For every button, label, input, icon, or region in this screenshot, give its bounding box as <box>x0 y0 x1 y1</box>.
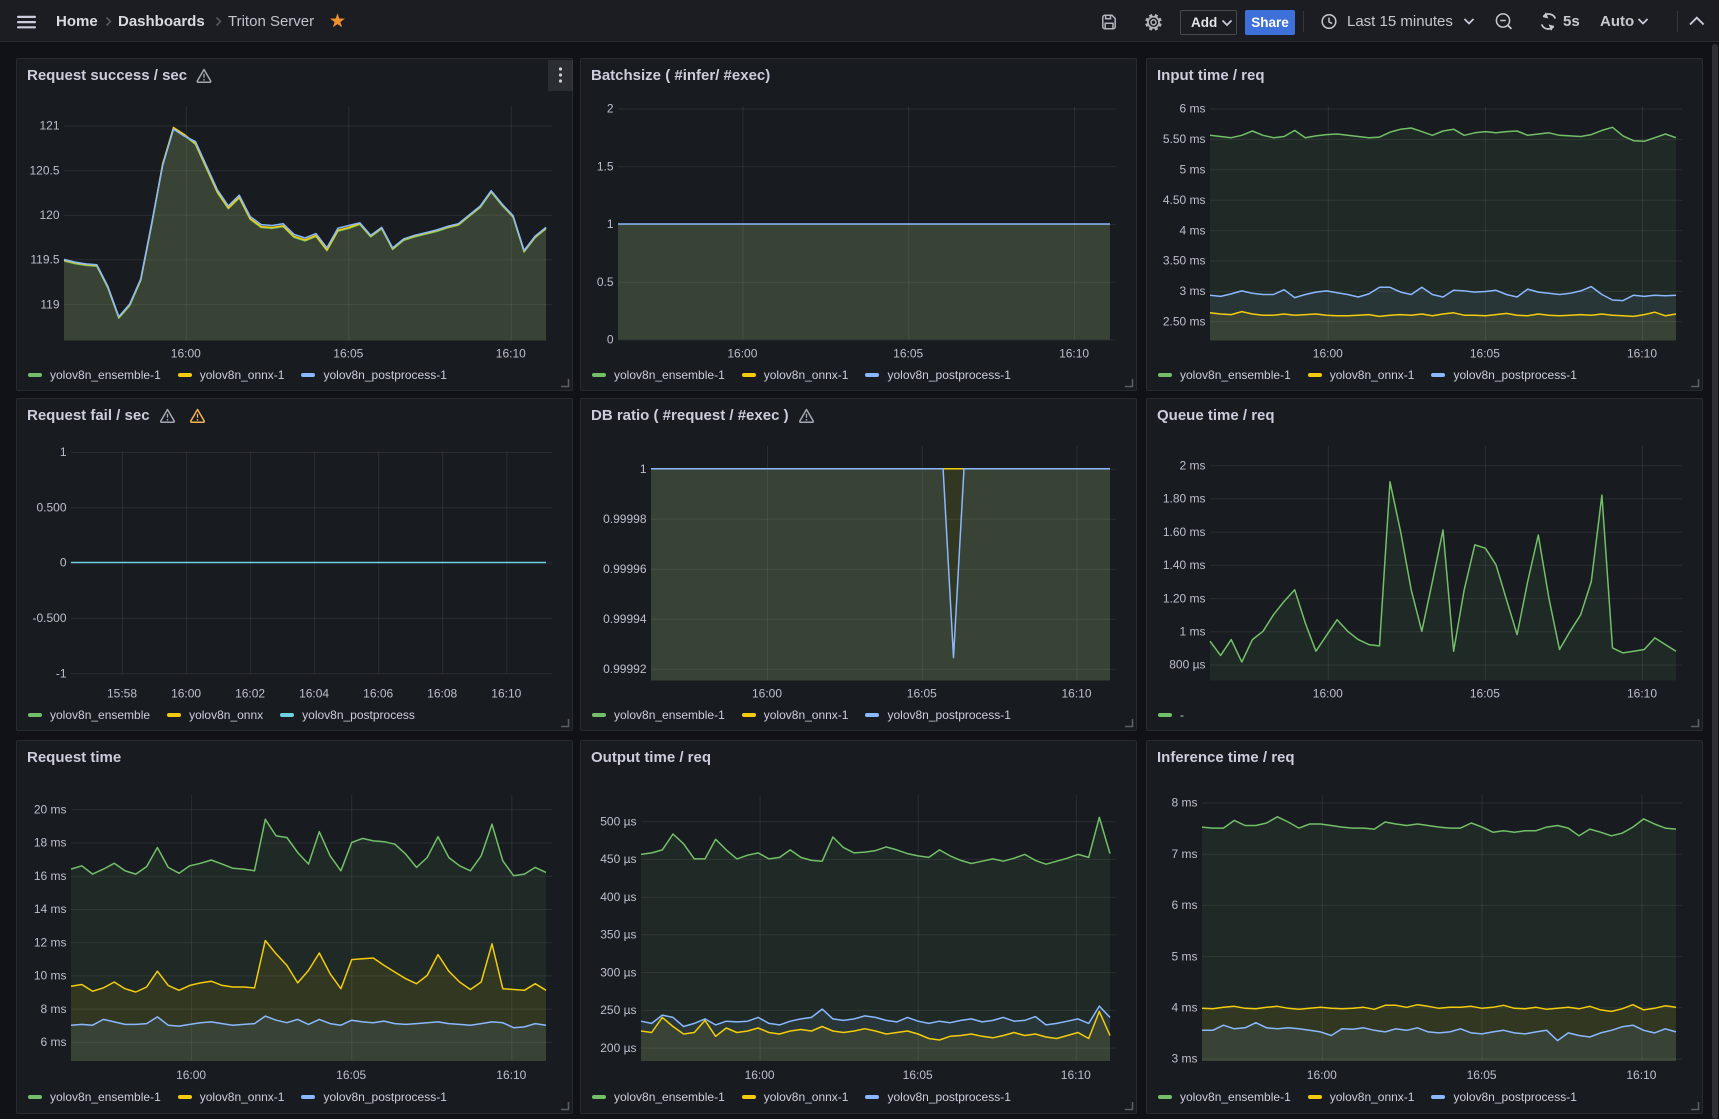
svg-text:16:02: 16:02 <box>235 687 265 701</box>
svg-text:16:10: 16:10 <box>491 687 521 701</box>
svg-text:16:05: 16:05 <box>1470 347 1500 361</box>
svg-text:16:10: 16:10 <box>496 1068 526 1082</box>
svg-text:0.99998: 0.99998 <box>603 512 647 526</box>
svg-text:500 µs: 500 µs <box>600 814 636 828</box>
svg-text:0: 0 <box>607 333 614 347</box>
svg-text:16:04: 16:04 <box>299 687 329 701</box>
svg-text:1: 1 <box>60 445 67 459</box>
svg-text:1.60 ms: 1.60 ms <box>1163 525 1206 539</box>
svg-text:1 ms: 1 ms <box>1179 625 1205 639</box>
svg-text:6 ms: 6 ms <box>1171 898 1197 912</box>
svg-text:14 ms: 14 ms <box>34 902 67 916</box>
svg-text:6 ms: 6 ms <box>40 1035 66 1049</box>
svg-text:1.40 ms: 1.40 ms <box>1163 558 1206 572</box>
svg-text:16:10: 16:10 <box>1061 687 1091 701</box>
svg-text:16:00: 16:00 <box>727 347 757 361</box>
svg-text:-0.500: -0.500 <box>32 611 66 625</box>
svg-text:16:00: 16:00 <box>176 1068 206 1082</box>
svg-text:3.50 ms: 3.50 ms <box>1163 254 1206 268</box>
svg-text:16:00: 16:00 <box>745 1068 775 1082</box>
svg-text:2: 2 <box>607 102 614 116</box>
svg-text:16:10: 16:10 <box>1627 347 1657 361</box>
svg-text:0: 0 <box>60 556 67 570</box>
svg-text:119.5: 119.5 <box>30 253 59 267</box>
svg-text:16:06: 16:06 <box>363 687 393 701</box>
svg-text:350 µs: 350 µs <box>600 928 636 942</box>
svg-text:16:05: 16:05 <box>1470 687 1500 701</box>
svg-text:5 ms: 5 ms <box>1179 163 1205 177</box>
svg-text:4.50 ms: 4.50 ms <box>1163 193 1206 207</box>
svg-text:16:00: 16:00 <box>171 347 201 361</box>
svg-text:16:05: 16:05 <box>1467 1068 1497 1082</box>
svg-text:16:10: 16:10 <box>1061 1068 1091 1082</box>
svg-text:119: 119 <box>40 297 59 311</box>
svg-text:16:00: 16:00 <box>171 687 201 701</box>
svg-text:12 ms: 12 ms <box>34 935 67 949</box>
svg-text:10 ms: 10 ms <box>34 969 67 983</box>
svg-text:200 µs: 200 µs <box>600 1041 636 1055</box>
svg-text:5.50 ms: 5.50 ms <box>1163 132 1206 146</box>
svg-text:1.5: 1.5 <box>597 160 614 174</box>
svg-text:250 µs: 250 µs <box>600 1003 636 1017</box>
svg-text:1: 1 <box>607 217 614 231</box>
svg-text:450 µs: 450 µs <box>600 852 636 866</box>
svg-text:16:05: 16:05 <box>333 347 363 361</box>
svg-text:16:10: 16:10 <box>1626 1068 1656 1082</box>
svg-text:0.5: 0.5 <box>597 275 614 289</box>
svg-text:5 ms: 5 ms <box>1171 949 1197 963</box>
svg-text:2.50 ms: 2.50 ms <box>1163 315 1206 329</box>
svg-text:16:00: 16:00 <box>1313 347 1343 361</box>
svg-text:3 ms: 3 ms <box>1179 284 1205 298</box>
svg-text:120.5: 120.5 <box>29 163 59 177</box>
svg-text:0.500: 0.500 <box>36 500 66 514</box>
svg-text:1.20 ms: 1.20 ms <box>1163 591 1206 605</box>
svg-text:2 ms: 2 ms <box>1179 458 1205 472</box>
svg-text:4 ms: 4 ms <box>1171 1001 1197 1015</box>
svg-text:400 µs: 400 µs <box>600 890 636 904</box>
svg-text:16:10: 16:10 <box>1059 347 1089 361</box>
svg-text:18 ms: 18 ms <box>34 836 67 850</box>
svg-text:0.99994: 0.99994 <box>603 612 647 626</box>
svg-text:4 ms: 4 ms <box>1179 223 1205 237</box>
svg-text:16:05: 16:05 <box>903 1068 933 1082</box>
svg-text:16:10: 16:10 <box>1627 687 1657 701</box>
svg-text:8 ms: 8 ms <box>1171 796 1197 810</box>
svg-text:16:10: 16:10 <box>496 347 526 361</box>
svg-text:16:05: 16:05 <box>907 687 937 701</box>
svg-text:3 ms: 3 ms <box>1171 1052 1197 1066</box>
svg-text:16:00: 16:00 <box>752 687 782 701</box>
svg-text:300 µs: 300 µs <box>600 965 636 979</box>
svg-text:15:58: 15:58 <box>107 687 137 701</box>
svg-text:120: 120 <box>39 208 59 222</box>
svg-text:16:08: 16:08 <box>427 687 457 701</box>
svg-text:7 ms: 7 ms <box>1171 847 1197 861</box>
svg-text:8 ms: 8 ms <box>40 1002 66 1016</box>
svg-text:1.80 ms: 1.80 ms <box>1163 492 1206 506</box>
svg-text:16:00: 16:00 <box>1313 687 1343 701</box>
svg-text:16:05: 16:05 <box>893 347 923 361</box>
svg-text:6 ms: 6 ms <box>1179 102 1205 116</box>
svg-text:20 ms: 20 ms <box>34 803 67 817</box>
svg-text:16 ms: 16 ms <box>34 869 67 883</box>
svg-text:121: 121 <box>39 119 59 133</box>
svg-text:800 µs: 800 µs <box>1169 658 1205 672</box>
svg-text:0.99992: 0.99992 <box>603 662 647 676</box>
svg-text:0.99996: 0.99996 <box>603 562 647 576</box>
svg-text:-1: -1 <box>56 666 67 680</box>
svg-text:1: 1 <box>640 462 647 476</box>
svg-text:16:05: 16:05 <box>336 1068 366 1082</box>
svg-text:16:00: 16:00 <box>1307 1068 1337 1082</box>
